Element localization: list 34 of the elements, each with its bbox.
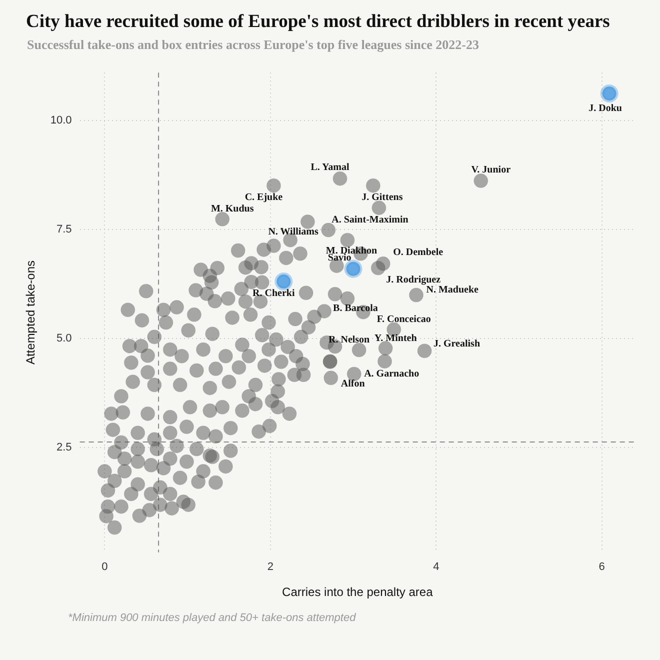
x-tick-label: 0	[102, 561, 108, 574]
annotation: J. Grealish	[434, 338, 480, 350]
annotation: R. Nelson	[328, 334, 370, 346]
point	[344, 260, 362, 278]
annotation: O. Dembele	[393, 247, 444, 258]
annotation: Alfon	[340, 378, 366, 390]
annotation: A. Saint-Maximin	[332, 214, 409, 226]
annotation: N. Madueke	[426, 284, 480, 296]
text: *Minimum 900 minutes played and 50+ take-ons attempted	[68, 612, 356, 624]
annotation: L. Yamal	[310, 162, 350, 174]
y-tick-label: 2.5	[56, 442, 72, 454]
x-tick-label: 2	[267, 561, 274, 574]
annotation: A. Garnacho	[364, 368, 420, 380]
chart-subtitle: Successful take-ons and box entries across Europe's top five leagues since 2022-23	[27, 37, 479, 53]
annotation: Y. Minteh	[374, 332, 418, 344]
annotation: J. Gittens	[362, 192, 403, 204]
y-tick-label: 7.5	[56, 224, 72, 236]
annotation: C. Ejuke	[244, 192, 284, 204]
annotation: M. Kudus	[210, 204, 254, 215]
x-axis-title: Carries into the penalty area	[282, 585, 434, 600]
y-tick-label: 10.0	[50, 114, 72, 127]
annotation: F. Conceicao	[376, 314, 431, 326]
annotation: R. Cherki	[252, 288, 295, 300]
chart-title: City have recruited some of Europe's most direct dribblers in recent years	[26, 12, 610, 33]
annotation: N. Williams	[268, 226, 319, 238]
annotation: J. Doku	[588, 103, 622, 114]
x-tick-label: 6	[598, 561, 605, 574]
x-tick-label: 4	[433, 561, 440, 574]
point	[600, 84, 618, 103]
annotation: J. Rodriguez	[386, 274, 442, 286]
annotation: B. Barcola	[333, 303, 378, 314]
y-axis-title: Attempted take-ons	[24, 260, 38, 365]
annotation: V. Junior	[471, 164, 512, 176]
y-tick-label: 5.0	[56, 332, 72, 345]
